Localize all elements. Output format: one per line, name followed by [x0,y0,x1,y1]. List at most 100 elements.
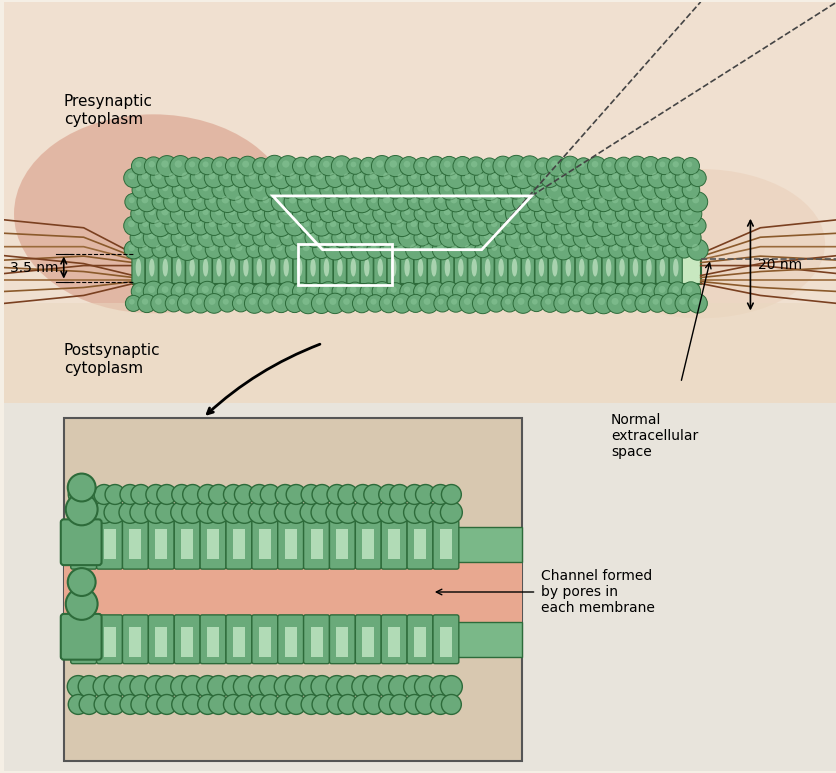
Circle shape [444,233,450,239]
Circle shape [344,179,365,200]
Circle shape [262,243,269,251]
Bar [4,403,836,771]
Circle shape [641,230,658,246]
Circle shape [685,208,691,216]
Circle shape [208,244,215,251]
Circle shape [237,203,257,224]
Circle shape [120,485,140,505]
Circle shape [659,287,665,293]
Circle shape [68,474,95,502]
Circle shape [503,172,511,179]
Circle shape [337,186,343,191]
Circle shape [319,181,337,199]
Circle shape [678,244,685,251]
Circle shape [326,241,344,258]
Circle shape [537,185,544,192]
Circle shape [318,204,338,223]
Circle shape [645,185,651,192]
Ellipse shape [471,259,477,277]
Circle shape [353,193,370,210]
Circle shape [145,206,161,222]
Circle shape [512,192,532,212]
Circle shape [156,485,176,505]
Circle shape [477,173,483,179]
Circle shape [492,203,513,225]
Circle shape [358,156,378,176]
FancyBboxPatch shape [387,252,400,284]
Circle shape [316,196,323,203]
Circle shape [491,173,497,179]
Circle shape [634,169,652,187]
Circle shape [298,294,318,313]
Circle shape [229,233,235,239]
Circle shape [278,205,297,223]
Circle shape [327,694,346,714]
FancyBboxPatch shape [279,252,293,284]
Ellipse shape [377,259,383,277]
Circle shape [507,282,525,301]
Circle shape [598,298,604,305]
Circle shape [268,232,276,240]
Circle shape [301,694,321,714]
FancyBboxPatch shape [200,520,226,569]
Circle shape [333,182,349,198]
FancyBboxPatch shape [252,615,278,664]
FancyBboxPatch shape [303,615,329,664]
Circle shape [692,245,698,251]
Circle shape [224,281,244,301]
Circle shape [149,209,155,215]
Circle shape [373,158,390,175]
Circle shape [201,233,208,239]
Circle shape [574,284,591,300]
Circle shape [492,282,512,301]
Circle shape [436,220,443,227]
Circle shape [414,676,436,697]
Circle shape [479,282,498,301]
Circle shape [660,216,681,236]
Circle shape [637,220,645,227]
Circle shape [303,179,325,201]
Circle shape [210,281,231,301]
Circle shape [647,192,666,212]
Circle shape [222,244,229,251]
Circle shape [484,233,490,239]
Circle shape [521,206,538,223]
Circle shape [614,205,632,223]
Circle shape [386,158,403,175]
Circle shape [171,502,192,523]
Circle shape [685,233,691,239]
Circle shape [492,227,513,248]
Circle shape [639,245,645,251]
Circle shape [67,502,89,523]
FancyBboxPatch shape [642,252,655,284]
Circle shape [638,197,645,203]
Circle shape [466,180,485,199]
Circle shape [363,233,370,239]
Circle shape [134,232,141,240]
Circle shape [627,156,646,175]
Circle shape [302,220,309,227]
FancyBboxPatch shape [414,252,426,284]
Circle shape [181,676,203,697]
Circle shape [130,676,151,697]
Circle shape [430,209,436,216]
Circle shape [417,162,423,167]
Circle shape [268,160,276,168]
Circle shape [372,181,390,199]
Circle shape [312,485,332,505]
Circle shape [195,172,201,179]
FancyBboxPatch shape [534,252,548,284]
Circle shape [571,298,578,305]
Circle shape [364,293,385,314]
Circle shape [574,230,591,246]
Circle shape [298,240,317,259]
FancyBboxPatch shape [380,615,406,664]
Ellipse shape [645,259,651,277]
Circle shape [156,694,176,714]
Circle shape [500,216,518,235]
Circle shape [332,229,350,247]
Circle shape [432,216,451,235]
Circle shape [385,204,405,224]
Ellipse shape [672,259,678,277]
Circle shape [236,173,242,179]
